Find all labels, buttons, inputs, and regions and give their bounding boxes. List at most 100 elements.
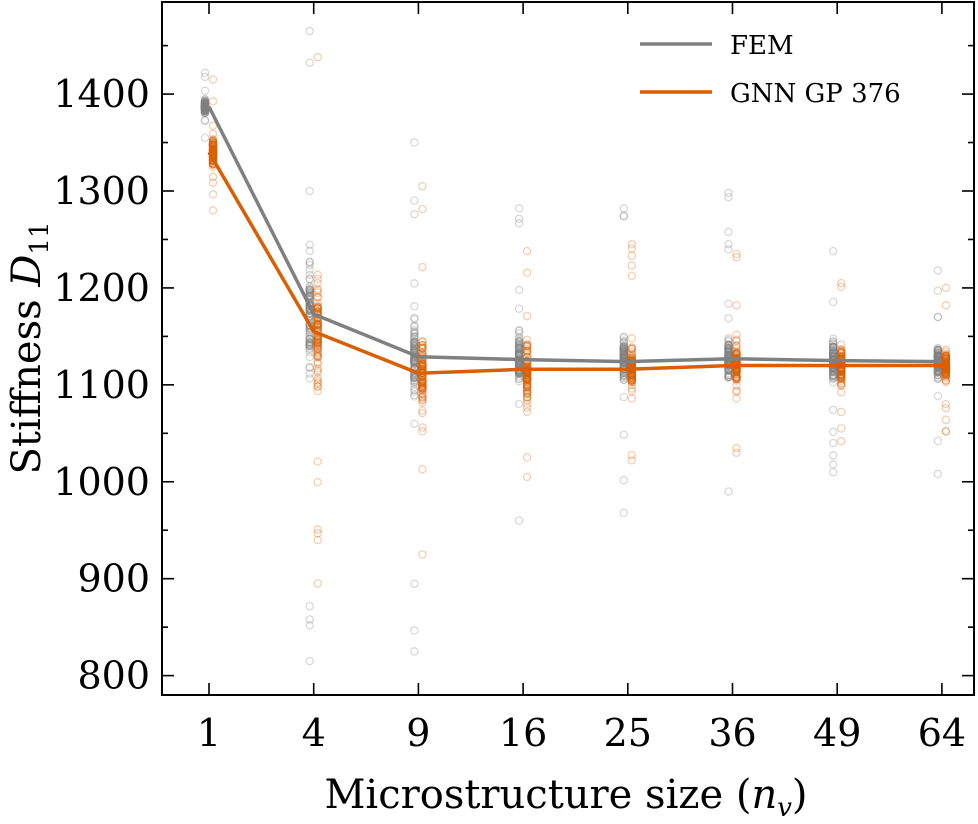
scatter-point-gnn [313,339,322,349]
scatter-point-gnn [627,394,637,403]
scatter-point-fem [305,341,314,351]
scatter-point-gnn [522,389,532,399]
scatter-point-gnn [418,423,427,432]
scatter-point-gnn [732,346,741,356]
scatter-point-fem [724,370,733,380]
scatter-point-gnn [208,141,218,150]
scatter-point-gnn [627,376,637,386]
scatter-point-gnn [941,351,951,360]
scatter-point-gnn [313,348,322,358]
scatter-point-gnn [941,369,951,378]
scatter-point-gnn [941,354,951,363]
scatter-point-fem [619,347,629,357]
scatter-point-fem [410,339,419,349]
scatter-point-gnn [313,525,322,534]
scatter-point-fem [933,345,943,355]
scatter-point-gnn [208,147,218,157]
scatter-point-fem [305,332,314,342]
scatter-point-fem [200,106,210,116]
scatter-point-gnn [313,320,322,330]
scatter-point-fem [724,314,733,323]
scatter-point-gnn [522,342,532,351]
scatter-point-fem [514,333,524,342]
scatter-point-gnn [836,372,846,382]
scatter-point-fem [514,204,524,213]
scatter-point-gnn [627,372,637,382]
scatter-point-gnn [208,172,218,182]
scatter-point-fem [828,342,838,352]
scatter-point-fem [200,98,210,107]
scatter-point-fem [410,373,419,382]
scatter-point-fem [200,99,210,109]
scatter-point-gnn [941,369,951,379]
scatter-point-fem [410,338,419,348]
scatter-point-gnn [941,369,951,378]
scatter-point-fem [305,330,314,339]
scatter-point-gnn [418,361,427,370]
scatter-point-fem [200,99,210,108]
scatter-point-gnn [732,252,741,262]
scatter-point-gnn [732,374,741,384]
scatter-point-fem [200,102,210,112]
scatter-point-gnn [313,350,322,359]
scatter-point-fem [305,283,314,292]
scatter-point-gnn [522,335,532,345]
scatter-point-gnn [836,372,846,382]
scatter-point-gnn [208,121,218,131]
scatter-point-fem [200,101,210,110]
scatter-point-gnn [522,399,532,408]
scatter-point-fem [828,345,838,354]
scatter-point-fem [200,72,210,82]
scatter-point-fem [933,345,943,354]
scatter-point-fem [828,336,838,346]
scatter-point-gnn [418,344,427,354]
scatter-point-gnn [208,75,218,84]
scatter-point-gnn [313,535,322,545]
scatter-point-fem [933,351,943,360]
scatter-point-fem [410,337,419,346]
scatter-point-gnn [418,340,427,350]
scatter-point-gnn [522,357,532,366]
scatter-point-fem [514,349,524,358]
scatter-point-gnn [418,389,427,399]
scatter-point-gnn [418,361,427,370]
scatter-point-fem [410,356,419,365]
scatter-point-gnn [313,303,322,312]
scatter-point-gnn [836,349,846,359]
scatter-point-gnn [836,348,846,357]
scatter-point-gnn [418,359,427,369]
scatter-point-gnn [522,372,532,382]
scatter-point-gnn [941,357,951,366]
scatter-point-fem [724,344,733,354]
scatter-point-fem [619,349,629,359]
scatter-point-gnn [522,378,532,387]
scatter-point-gnn [836,370,846,380]
scatter-point-fem [828,451,838,460]
scatter-point-gnn [941,357,951,367]
scatter-point-gnn [627,380,637,390]
scatter-point-fem [828,346,838,355]
scatter-point-gnn [522,372,532,381]
scatter-point-gnn [627,372,637,382]
scatter-point-gnn [522,374,532,384]
scatter-point-gnn [732,448,741,457]
scatter-point-fem [933,348,943,358]
scatter-point-gnn [208,147,218,156]
scatter-point-fem [724,368,733,378]
scatter-point-gnn [522,246,532,256]
scatter-point-fem [410,419,419,428]
scatter-point-gnn [941,356,951,366]
scatter-point-gnn [941,351,951,361]
scatter-point-gnn [732,330,741,340]
scatter-point-fem [933,351,943,360]
scatter-point-fem [828,372,838,381]
scatter-point-fem [828,347,838,357]
scatter-point-fem [410,331,419,341]
scatter-point-fem [933,366,943,376]
scatter-point-gnn [522,380,532,389]
scatter-point-gnn [313,386,322,396]
scatter-point-fem [724,227,733,237]
scatter-point-gnn [627,375,637,385]
scatter-point-fem [514,334,524,343]
scatter-point-fem [410,375,419,385]
